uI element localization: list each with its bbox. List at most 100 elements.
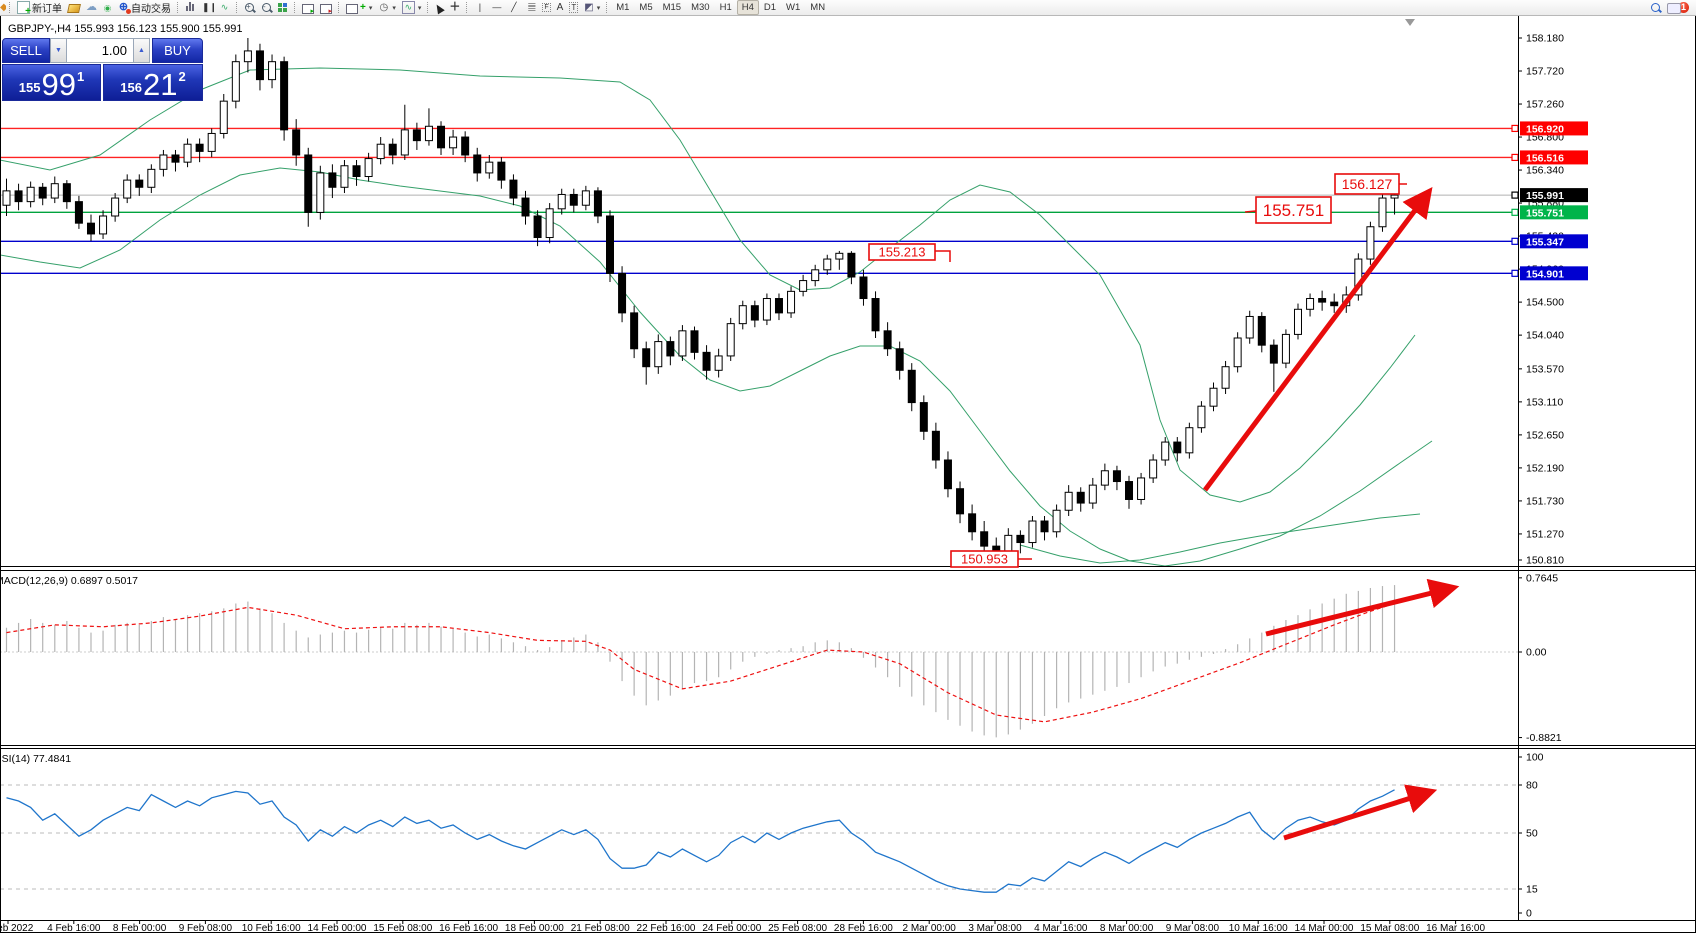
sell-price-display[interactable]: 155 99 1 — [2, 64, 101, 101]
candle — [1269, 344, 1278, 364]
horizontal-line-icon: — — [492, 2, 502, 12]
candle-chart-icon: ❚‌❙ — [202, 2, 218, 12]
time-axis-label: 14 Mar 00:00 — [1295, 923, 1354, 933]
annotation-box[interactable] — [868, 243, 936, 261]
candle — [437, 125, 446, 149]
zoom-out-button[interactable]: - — [258, 1, 275, 15]
templates-button[interactable]: ∿ ▾ — [399, 1, 425, 15]
text-label-button[interactable]: T — [566, 1, 581, 15]
candle — [74, 201, 83, 224]
price-tag-155.751 — [1520, 205, 1588, 220]
auto-trading-button[interactable]: ⊕ 自动交易 — [115, 1, 174, 16]
candle — [521, 197, 530, 217]
candle — [1366, 226, 1375, 260]
timeframe-m5[interactable]: M5 — [639, 2, 653, 13]
annotation-box[interactable] — [1255, 196, 1332, 224]
price-tick: 153.110 — [1526, 396, 1563, 408]
timeframe-m30[interactable]: M30 — [691, 2, 710, 13]
annotation-box[interactable] — [950, 550, 1019, 568]
volume-increase-button[interactable]: ▲ — [133, 38, 150, 63]
crosshair-button[interactable]: ＋ — [446, 1, 463, 15]
candle — [630, 312, 639, 350]
candle — [1257, 315, 1266, 346]
rsi-axis-label: 100 — [1526, 752, 1544, 764]
bar-chart-button[interactable] — [182, 1, 199, 15]
auto-scroll-button[interactable]: ▸ — [299, 1, 317, 15]
line-chart-button[interactable]: ∿ — [216, 1, 233, 15]
tile-windows-button[interactable] — [275, 1, 291, 15]
trend-arrow[interactable] — [1283, 784, 1438, 841]
cut-edge-icon: ◆ — [0, 2, 6, 13]
timeframe-d1[interactable]: D1 — [763, 2, 777, 13]
trend-arrow[interactable] — [1265, 578, 1460, 637]
chat-bubble-icon — [1667, 3, 1681, 14]
sell-price-sup: 1 — [76, 69, 85, 84]
timeframe-h4[interactable]: H4 — [736, 0, 759, 15]
periods-button[interactable]: ◷ ▾ — [379, 2, 396, 13]
price-tick: 154.040 — [1526, 330, 1564, 342]
timeframe-m1[interactable]: M1 — [616, 2, 630, 13]
channel-button[interactable]: F — [539, 1, 553, 15]
candle — [1040, 520, 1049, 533]
candle — [147, 168, 156, 188]
candle — [811, 269, 820, 282]
trendline-button[interactable]: ╱ — [505, 1, 522, 15]
candle — [207, 132, 216, 152]
candle — [1161, 441, 1170, 461]
indicators-button[interactable]: + ▾ — [343, 1, 375, 15]
timeframe-m15[interactable]: M15 — [662, 2, 682, 13]
price-tick: 157.720 — [1526, 66, 1564, 78]
notifications-button[interactable]: 1 — [1664, 1, 1696, 15]
candle — [1125, 481, 1134, 500]
candle-chart-button[interactable]: ❚‌❙ — [199, 1, 218, 15]
time-axis-label: 21 Feb 08:00 — [571, 923, 630, 933]
rsi-axis-label: 80 — [1526, 780, 1538, 792]
chart-window[interactable]: 158.180 157.720 157.260 156.800 156.340 155.8… — [0, 15, 1696, 933]
timeframe-mn[interactable]: MN — [810, 2, 826, 13]
chart-canvas[interactable]: 158.180157.720157.260156.800156.340155.8… — [0, 15, 1696, 933]
macd-axis-label: 0.00 — [1526, 647, 1547, 659]
shapes-button[interactable]: ◩ ▾ — [584, 2, 601, 13]
horizontal-line-button[interactable]: — — [488, 1, 505, 15]
signals-button[interactable] — [100, 1, 115, 15]
timeframe-h1[interactable]: H1 — [719, 2, 732, 13]
cursor-button[interactable] — [432, 1, 446, 15]
zoom-in-icon: + — [245, 2, 254, 12]
candle — [1245, 315, 1254, 339]
market-watch-button[interactable] — [65, 1, 83, 15]
buy-button[interactable]: BUY — [152, 38, 203, 63]
time-axis-label: 25 Feb 08:00 — [768, 923, 827, 933]
candle — [1052, 509, 1061, 533]
bar-chart-icon — [185, 2, 196, 13]
shift-marker[interactable] — [1405, 19, 1415, 26]
candle — [62, 183, 71, 203]
candle — [461, 136, 470, 156]
candle — [1088, 484, 1097, 504]
sell-button[interactable]: SELL — [2, 38, 50, 63]
volume-decrease-button[interactable]: ▼ — [50, 38, 67, 63]
chart-shift-button[interactable]: ▸ — [317, 1, 335, 15]
community-button[interactable]: ☁ — [83, 1, 100, 15]
candle — [726, 323, 735, 357]
new-order-button[interactable]: + 新订单 — [14, 1, 65, 17]
annotation-box[interactable] — [1334, 173, 1400, 195]
annotation-text: 155.751 — [1263, 201, 1324, 220]
candle — [111, 197, 120, 217]
timeframe-w1[interactable]: W1 — [786, 2, 801, 13]
candle — [557, 193, 566, 210]
candle — [171, 154, 180, 163]
search-button[interactable] — [1647, 1, 1664, 15]
rsi-line — [6, 789, 1395, 893]
candle — [26, 186, 35, 203]
candle — [352, 165, 361, 178]
volume-input[interactable] — [67, 38, 133, 63]
text-button[interactable]: A — [554, 1, 567, 15]
vertical-line-button[interactable]: | — [471, 1, 488, 15]
candle — [159, 154, 168, 170]
candle — [328, 172, 337, 188]
fibonacci-button[interactable]: 𝄚 — [522, 1, 539, 15]
zoom-in-button[interactable]: + — [241, 1, 258, 15]
macd-axis-label: -0.8821 — [1526, 732, 1562, 744]
trend-arrow[interactable] — [1203, 187, 1433, 492]
buy-price-display[interactable]: 156 21 2 — [103, 64, 203, 101]
